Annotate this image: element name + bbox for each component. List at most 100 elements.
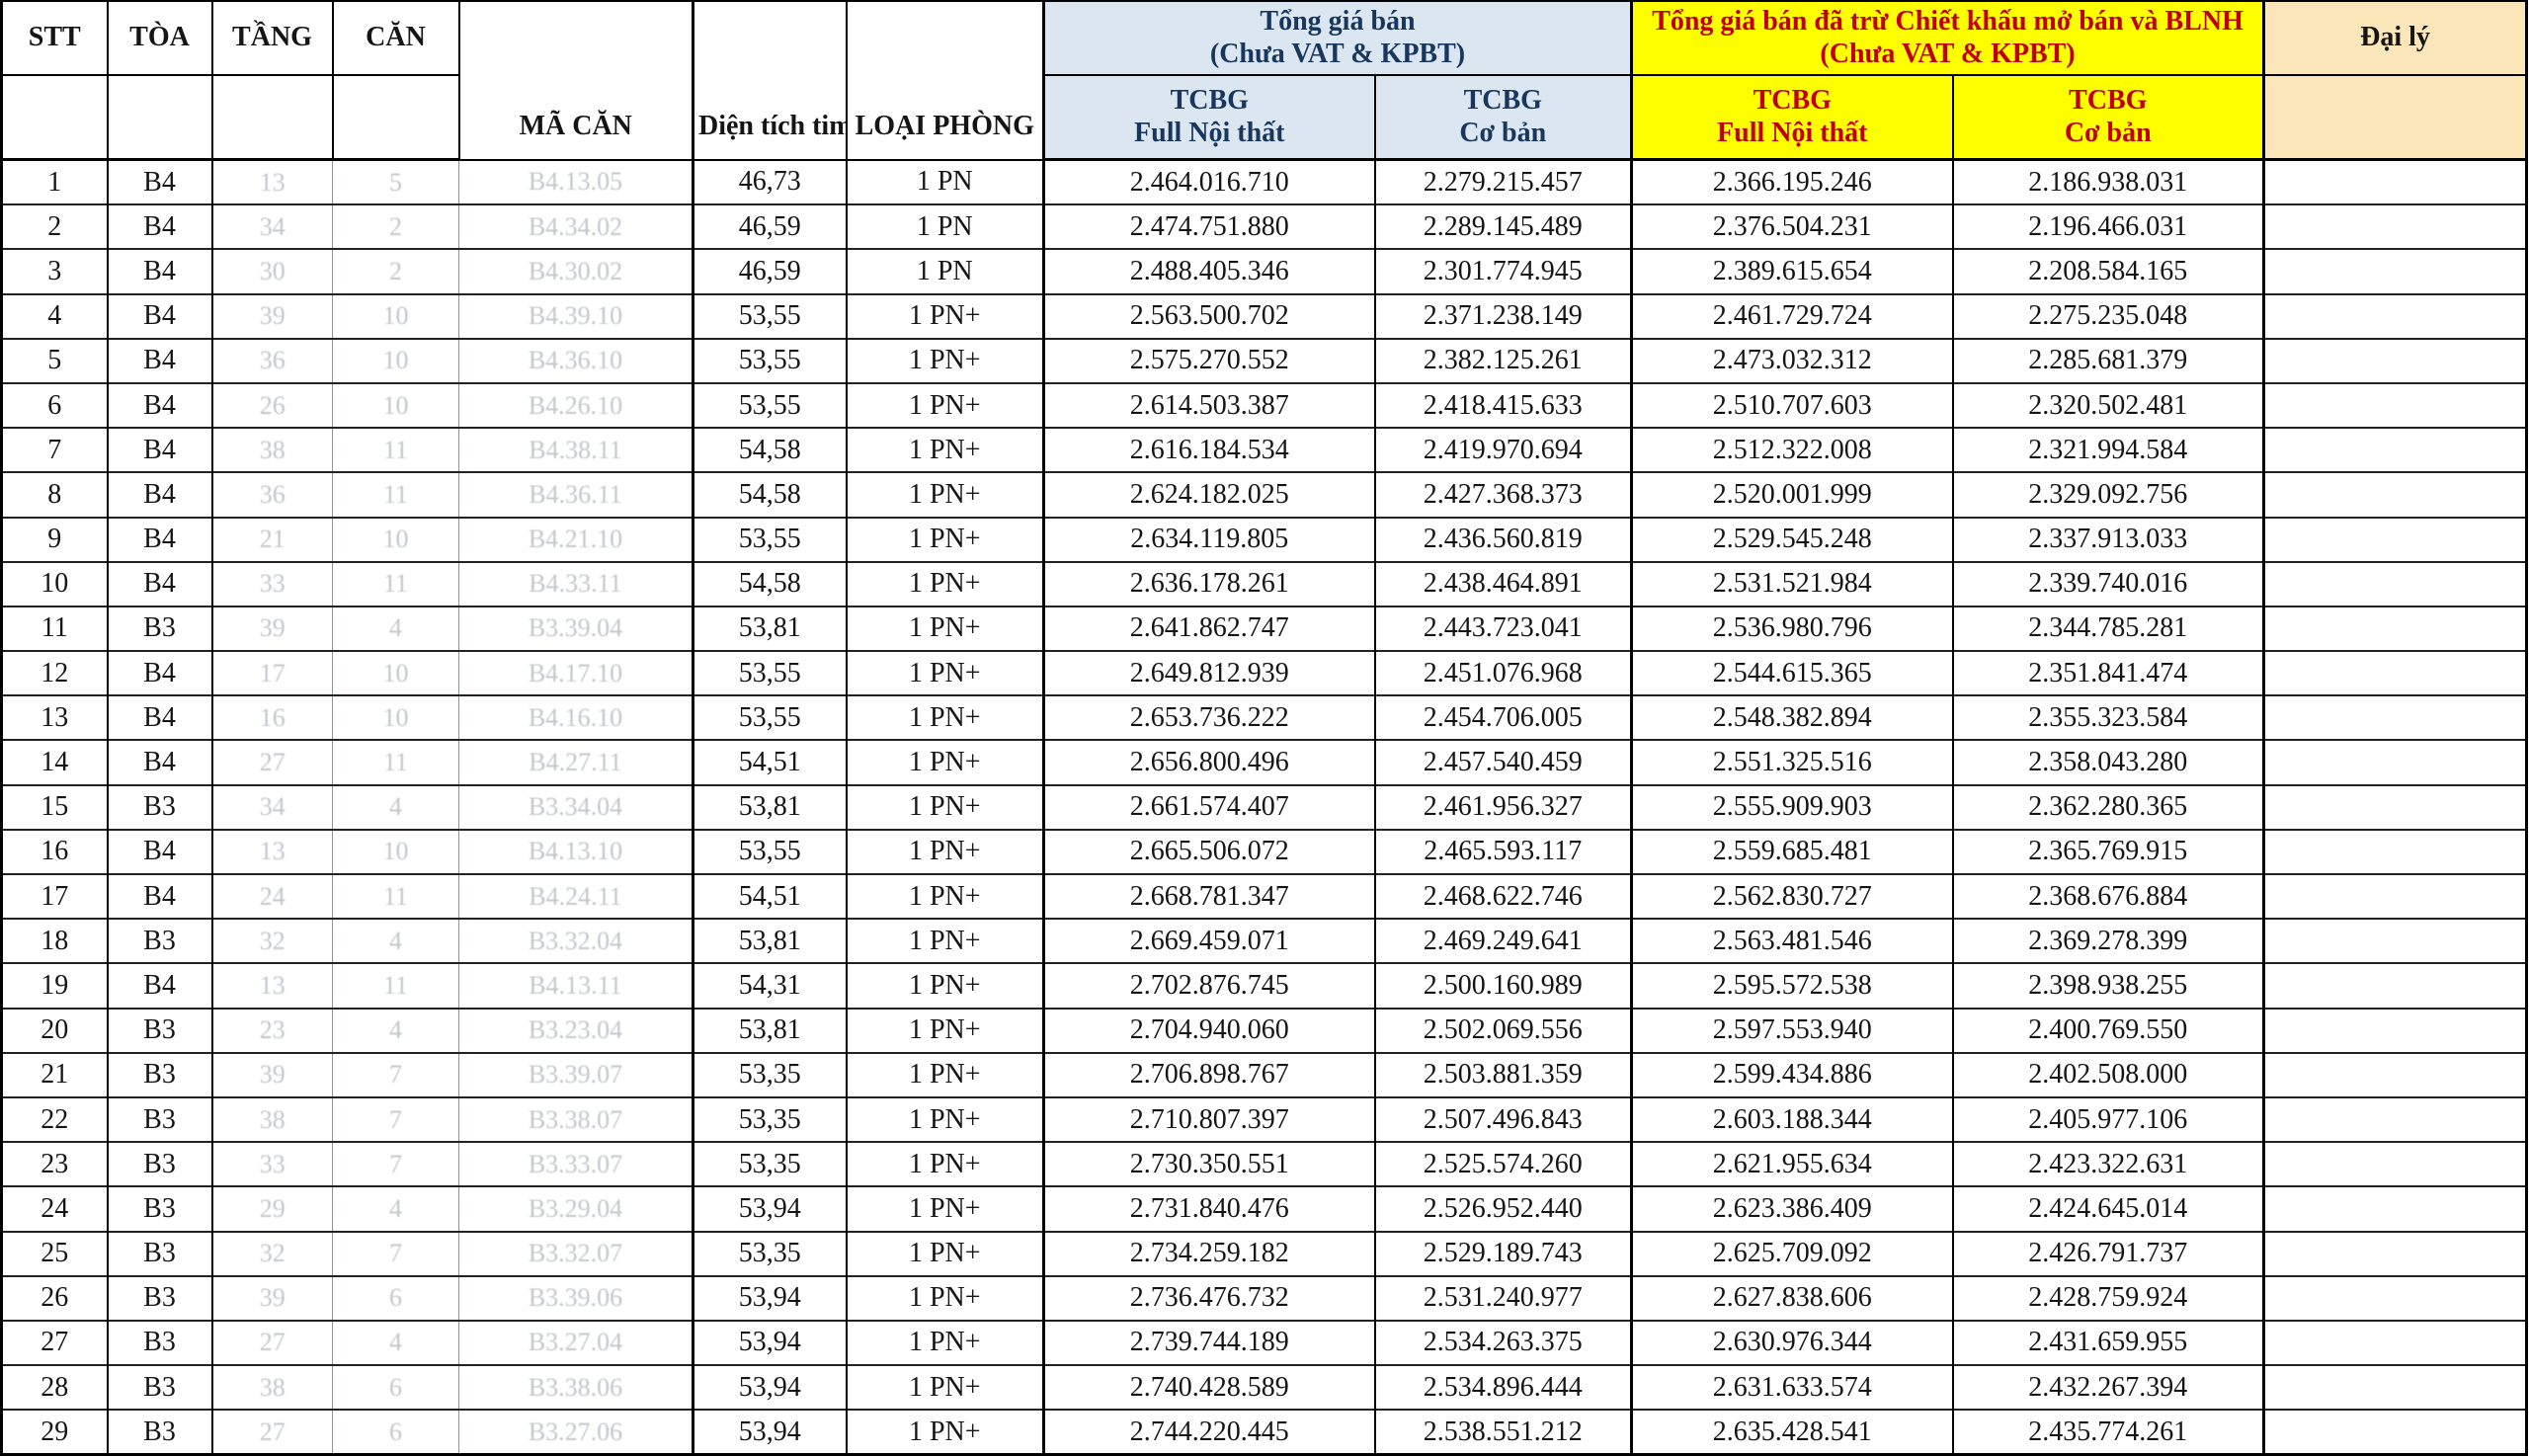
cell-can[interactable]: 11 — [332, 872, 459, 920]
cell-tcbg-full-noi-that[interactable]: 2.702.876.745 — [1043, 962, 1376, 1009]
cell-tang[interactable]: 39 — [211, 1274, 333, 1321]
cell-dai-ly[interactable] — [2264, 160, 2527, 205]
cell-ma-can[interactable]: B4.38.11 — [458, 427, 694, 473]
cell-dien-tich[interactable]: 53,94 — [693, 1409, 848, 1455]
cell-stt[interactable]: 25 — [1, 1230, 109, 1276]
cell-loai-phong[interactable]: 1 PN — [846, 248, 1045, 294]
cell-dien-tich[interactable]: 46,59 — [693, 203, 848, 250]
cell-can[interactable]: 4 — [332, 1319, 459, 1366]
cell-loai-phong[interactable]: 1 PN+ — [846, 1319, 1045, 1366]
cell-stt[interactable]: 6 — [1, 381, 109, 429]
cell-stt[interactable]: 24 — [1, 1185, 109, 1232]
cell-tcbg-full-noi-that[interactable]: 2.636.178.261 — [1043, 560, 1376, 607]
sub-header-tcbg-co-ban[interactable]: TCBG Cơ bản — [1373, 74, 1634, 161]
cell-loai-phong[interactable]: 1 PN+ — [846, 694, 1045, 741]
cell-tcbg-co-ban[interactable]: 2.531.240.977 — [1374, 1274, 1634, 1321]
cell-dien-tich[interactable]: 53,55 — [693, 292, 848, 339]
cell-dien-tich[interactable]: 54,31 — [693, 962, 848, 1009]
cell-tcbg-full-noi-that[interactable]: 2.661.574.407 — [1043, 783, 1376, 830]
cell-dai-ly[interactable] — [2263, 1095, 2527, 1143]
cell-dai-ly[interactable] — [2263, 337, 2527, 383]
cell-stt[interactable]: 4 — [1, 292, 109, 339]
cell-ck-tcbg-full-noi-that[interactable]: 2.603.188.344 — [1631, 1095, 1954, 1143]
cell-loai-phong[interactable]: 1 PN+ — [846, 1007, 1045, 1053]
col-header-dai-ly[interactable]: Đại lý — [2262, 0, 2528, 76]
cell-tang[interactable]: 26 — [211, 381, 333, 429]
cell-toa[interactable]: B3 — [107, 1185, 213, 1232]
cell-dien-tich[interactable]: 54,51 — [693, 872, 848, 920]
cell-tang[interactable]: 32 — [211, 918, 333, 964]
cell-stt[interactable]: 22 — [1, 1095, 109, 1143]
cell-loai-phong[interactable]: 1 PN+ — [846, 1095, 1045, 1143]
cell-toa[interactable]: B4 — [107, 471, 213, 518]
cell-tcbg-co-ban[interactable]: 2.534.896.444 — [1374, 1364, 1634, 1411]
cell-loai-phong[interactable]: 1 PN — [846, 203, 1045, 250]
cell-can[interactable]: 7 — [332, 1141, 459, 1187]
cell-ck-tcbg-co-ban[interactable]: 2.431.659.955 — [1952, 1319, 2266, 1366]
cell-ck-tcbg-co-ban[interactable]: 2.402.508.000 — [1952, 1051, 2266, 1097]
cell-toa[interactable]: B4 — [107, 560, 213, 607]
cell-tang[interactable]: 23 — [211, 1007, 333, 1053]
cell-tcbg-full-noi-that[interactable]: 2.616.184.534 — [1043, 427, 1376, 473]
cell-can[interactable]: 11 — [332, 560, 459, 607]
cell-toa[interactable]: B3 — [107, 605, 213, 652]
cell-can[interactable]: 5 — [332, 159, 459, 205]
cell-tcbg-full-noi-that[interactable]: 2.730.350.551 — [1043, 1141, 1376, 1187]
cell-toa[interactable]: B3 — [107, 1274, 213, 1321]
cell-loai-phong[interactable]: 1 PN+ — [846, 783, 1045, 830]
cell-ck-tcbg-co-ban[interactable]: 2.405.977.106 — [1952, 1095, 2266, 1143]
col-header-tang[interactable]: TẦNG — [210, 0, 333, 76]
cell-tcbg-co-ban[interactable]: 2.468.622.746 — [1374, 872, 1634, 920]
cell-ck-tcbg-co-ban[interactable]: 2.424.645.014 — [1952, 1185, 2266, 1232]
cell-tang[interactable]: 24 — [211, 872, 333, 920]
cell-can[interactable]: 10 — [332, 337, 459, 383]
cell-ck-tcbg-co-ban[interactable]: 2.355.323.584 — [1952, 694, 2266, 741]
cell-dai-ly[interactable] — [2263, 292, 2527, 339]
cell-toa[interactable]: B4 — [107, 650, 213, 696]
cell-ck-tcbg-co-ban[interactable]: 2.329.092.756 — [1952, 471, 2266, 518]
cell-ma-can[interactable]: B3.38.06 — [458, 1364, 694, 1411]
cell-toa[interactable]: B4 — [107, 516, 213, 562]
cell-stt[interactable]: 26 — [1, 1274, 109, 1321]
cell-toa[interactable]: B4 — [107, 739, 213, 785]
cell-tang[interactable]: 39 — [211, 292, 333, 339]
cell-can[interactable]: 7 — [332, 1230, 459, 1276]
cell-stt[interactable]: 15 — [1, 783, 109, 830]
cell-ma-can[interactable]: B3.32.07 — [458, 1230, 694, 1276]
cell-toa[interactable]: B3 — [107, 1319, 213, 1366]
cell-dai-ly[interactable] — [2263, 1364, 2527, 1411]
cell-dien-tich[interactable]: 46,73 — [693, 159, 848, 205]
cell-ck-tcbg-full-noi-that[interactable]: 2.544.615.365 — [1631, 650, 1954, 696]
cell-dien-tich[interactable]: 54,58 — [693, 560, 848, 607]
cell-toa[interactable]: B3 — [107, 1230, 213, 1276]
cell-tang[interactable]: 16 — [211, 694, 333, 741]
cell-ck-tcbg-full-noi-that[interactable]: 2.473.032.312 — [1631, 337, 1954, 383]
cell-tcbg-co-ban[interactable]: 2.419.970.694 — [1374, 427, 1634, 473]
cell-tang[interactable]: 29 — [211, 1185, 333, 1232]
cell-tang[interactable]: 38 — [211, 427, 333, 473]
cell-dien-tich[interactable]: 54,58 — [693, 471, 848, 518]
cell-tcbg-full-noi-that[interactable]: 2.744.220.445 — [1043, 1409, 1376, 1455]
cell-ck-tcbg-full-noi-that[interactable]: 2.551.325.516 — [1631, 739, 1954, 785]
empty-header-can[interactable] — [331, 74, 459, 161]
cell-toa[interactable]: B4 — [107, 427, 213, 473]
cell-tang[interactable]: 39 — [211, 1051, 333, 1097]
cell-dien-tich[interactable]: 53,94 — [693, 1364, 848, 1411]
cell-dai-ly[interactable] — [2263, 381, 2527, 429]
cell-dien-tich[interactable]: 53,35 — [693, 1141, 848, 1187]
col-header-dien-tich[interactable]: Diện tích tim — [692, 0, 848, 161]
cell-ma-can[interactable]: B4.13.11 — [458, 962, 694, 1009]
cell-ck-tcbg-full-noi-that[interactable]: 2.376.504.231 — [1631, 203, 1954, 250]
cell-ma-can[interactable]: B4.16.10 — [458, 694, 694, 741]
cell-stt[interactable]: 3 — [1, 248, 109, 294]
cell-can[interactable]: 10 — [332, 828, 459, 874]
cell-tang[interactable]: 38 — [211, 1095, 333, 1143]
cell-loai-phong[interactable]: 1 PN+ — [846, 918, 1045, 964]
cell-ck-tcbg-co-ban[interactable]: 2.196.466.031 — [1952, 203, 2266, 250]
empty-header-toa[interactable] — [106, 74, 213, 161]
cell-ck-tcbg-co-ban[interactable]: 2.365.769.915 — [1952, 828, 2266, 874]
cell-ck-tcbg-co-ban[interactable]: 2.320.502.481 — [1952, 381, 2266, 429]
cell-can[interactable]: 7 — [332, 1051, 459, 1097]
cell-dai-ly[interactable] — [2263, 560, 2527, 607]
cell-ck-tcbg-full-noi-that[interactable]: 2.623.386.409 — [1631, 1185, 1954, 1232]
